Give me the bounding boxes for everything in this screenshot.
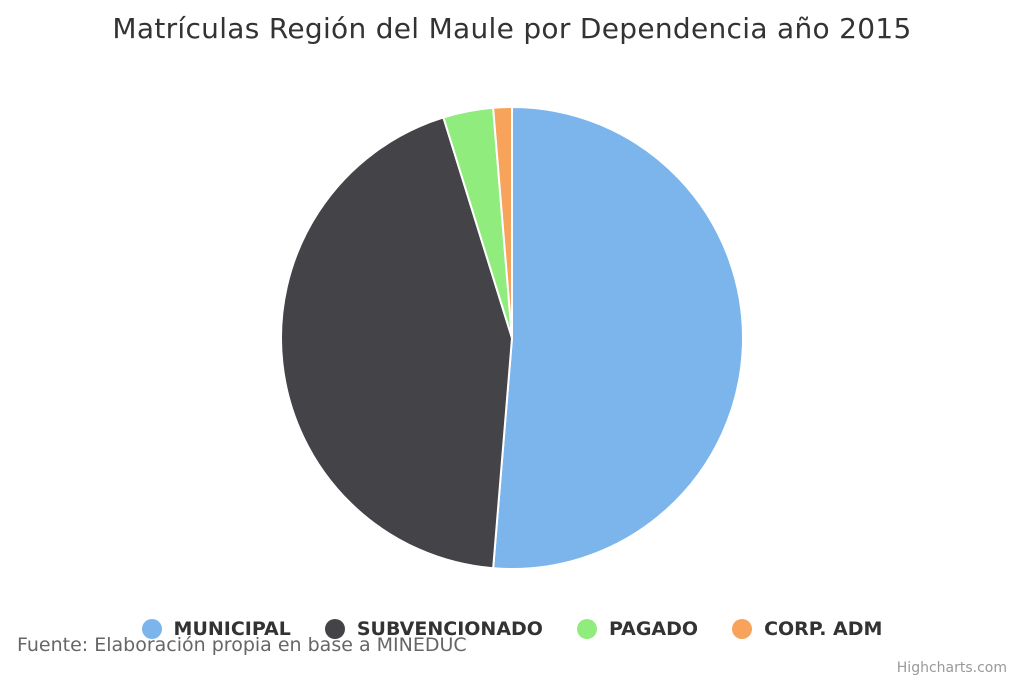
legend-label-municipal: MUNICIPAL: [173, 618, 291, 640]
legend-symbol-subvencionado: [324, 619, 345, 639]
legend-item-corp-adm[interactable]: CORP. ADM: [732, 618, 882, 640]
pie-slice-corp-adm[interactable]: [492, 106, 513, 339]
pie-slice-subvencionado[interactable]: [280, 116, 513, 570]
legend-item-subvencionado[interactable]: SUBVENCIONADO: [324, 618, 543, 640]
legend: MUNICIPAL SUBVENCIONADO PAGADO CORP. ADM: [0, 618, 1024, 640]
legend-item-municipal[interactable]: MUNICIPAL: [141, 618, 291, 640]
legend-item-pagado[interactable]: PAGADO: [576, 618, 699, 640]
legend-symbol-pagado: [576, 619, 597, 639]
source-credit: Fuente: Elaboración propia en base a MIN…: [17, 634, 467, 656]
chart-title: Matrículas Región del Maule por Dependen…: [112, 12, 912, 45]
legend-label-pagado: PAGADO: [608, 618, 699, 640]
highcharts-credit-link[interactable]: Highcharts.com: [896, 660, 1007, 676]
legend-symbol-municipal: [141, 619, 162, 639]
legend-label-corp-adm: CORP. ADM: [764, 618, 883, 640]
legend-symbol-corp-adm: [732, 619, 753, 639]
legend-label-subvencionado: SUBVENCIONADO: [356, 618, 543, 640]
pie-slice-municipal[interactable]: [492, 106, 744, 570]
